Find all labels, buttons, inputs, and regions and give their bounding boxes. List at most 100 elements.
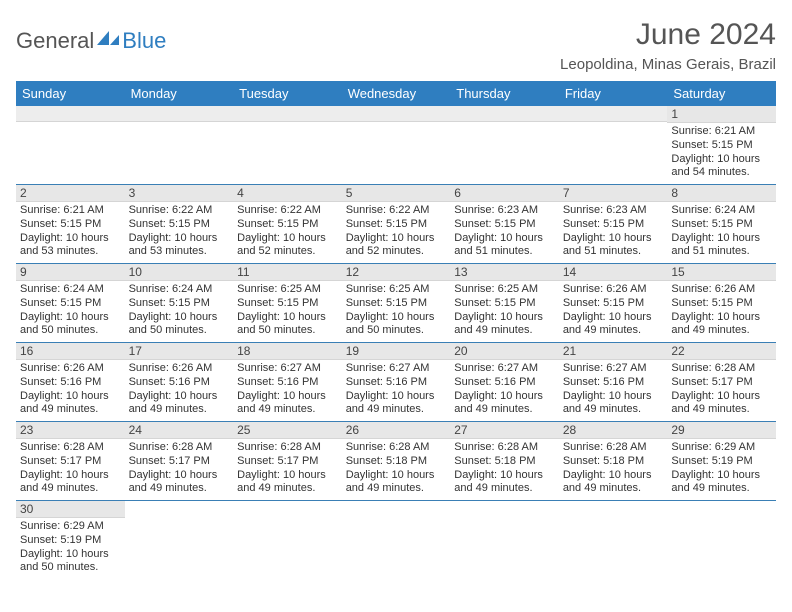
sunset-line: Sunset: 5:16 PM	[20, 376, 121, 390]
day-details: Sunrise: 6:25 AMSunset: 5:15 PMDaylight:…	[342, 281, 451, 342]
day-number: 18	[233, 343, 342, 360]
calendar-cell: 17Sunrise: 6:26 AMSunset: 5:16 PMDayligh…	[125, 343, 234, 422]
calendar-cell: 19Sunrise: 6:27 AMSunset: 5:16 PMDayligh…	[342, 343, 451, 422]
day-details: Sunrise: 6:21 AMSunset: 5:15 PMDaylight:…	[667, 123, 776, 184]
day-details: Sunrise: 6:26 AMSunset: 5:16 PMDaylight:…	[125, 360, 234, 421]
calendar-cell: 25Sunrise: 6:28 AMSunset: 5:17 PMDayligh…	[233, 422, 342, 501]
day-number: 7	[559, 185, 668, 202]
sunrise-line: Sunrise: 6:26 AM	[563, 283, 664, 297]
sunrise-line: Sunrise: 6:27 AM	[346, 362, 447, 376]
day-number: 16	[16, 343, 125, 360]
calendar-cell: 8Sunrise: 6:24 AMSunset: 5:15 PMDaylight…	[667, 185, 776, 264]
day-number: 12	[342, 264, 451, 281]
day-number-empty	[125, 106, 234, 122]
sunset-line: Sunset: 5:16 PM	[454, 376, 555, 390]
sunrise-line: Sunrise: 6:28 AM	[129, 441, 230, 455]
day-number: 29	[667, 422, 776, 439]
day-details: Sunrise: 6:24 AMSunset: 5:15 PMDaylight:…	[125, 281, 234, 342]
daylight-line: Daylight: 10 hours and 52 minutes.	[346, 232, 447, 260]
day-details: Sunrise: 6:28 AMSunset: 5:18 PMDaylight:…	[559, 439, 668, 500]
daylight-line: Daylight: 10 hours and 49 minutes.	[563, 390, 664, 418]
day-number: 3	[125, 185, 234, 202]
sunrise-line: Sunrise: 6:22 AM	[237, 204, 338, 218]
sunset-line: Sunset: 5:17 PM	[20, 455, 121, 469]
day-number: 10	[125, 264, 234, 281]
calendar-cell: 21Sunrise: 6:27 AMSunset: 5:16 PMDayligh…	[559, 343, 668, 422]
daylight-line: Daylight: 10 hours and 49 minutes.	[454, 311, 555, 339]
day-number-empty	[342, 106, 451, 122]
sunset-line: Sunset: 5:19 PM	[671, 455, 772, 469]
daylight-line: Daylight: 10 hours and 49 minutes.	[671, 311, 772, 339]
sunrise-line: Sunrise: 6:23 AM	[563, 204, 664, 218]
daylight-line: Daylight: 10 hours and 49 minutes.	[237, 390, 338, 418]
day-details: Sunrise: 6:28 AMSunset: 5:18 PMDaylight:…	[342, 439, 451, 500]
day-details: Sunrise: 6:23 AMSunset: 5:15 PMDaylight:…	[450, 202, 559, 263]
sunrise-line: Sunrise: 6:28 AM	[671, 362, 772, 376]
daylight-line: Daylight: 10 hours and 49 minutes.	[237, 469, 338, 497]
day-details: Sunrise: 6:28 AMSunset: 5:17 PMDaylight:…	[125, 439, 234, 500]
sunrise-line: Sunrise: 6:28 AM	[454, 441, 555, 455]
logo: General Blue	[16, 28, 166, 54]
sunset-line: Sunset: 5:15 PM	[237, 218, 338, 232]
calendar-cell: 4Sunrise: 6:22 AMSunset: 5:15 PMDaylight…	[233, 185, 342, 264]
sunrise-line: Sunrise: 6:29 AM	[20, 520, 121, 534]
day-header: Monday	[125, 81, 234, 106]
day-details: Sunrise: 6:21 AMSunset: 5:15 PMDaylight:…	[16, 202, 125, 263]
daylight-line: Daylight: 10 hours and 49 minutes.	[563, 469, 664, 497]
daylight-line: Daylight: 10 hours and 50 minutes.	[20, 548, 121, 576]
day-details: Sunrise: 6:26 AMSunset: 5:16 PMDaylight:…	[16, 360, 125, 421]
sunrise-line: Sunrise: 6:25 AM	[346, 283, 447, 297]
day-number: 28	[559, 422, 668, 439]
calendar-week: 9Sunrise: 6:24 AMSunset: 5:15 PMDaylight…	[16, 264, 776, 343]
calendar-week: 23Sunrise: 6:28 AMSunset: 5:17 PMDayligh…	[16, 422, 776, 501]
sunset-line: Sunset: 5:15 PM	[346, 218, 447, 232]
sunrise-line: Sunrise: 6:28 AM	[563, 441, 664, 455]
calendar-cell	[342, 106, 451, 185]
daylight-line: Daylight: 10 hours and 49 minutes.	[20, 469, 121, 497]
calendar-cell: 13Sunrise: 6:25 AMSunset: 5:15 PMDayligh…	[450, 264, 559, 343]
calendar-cell	[233, 501, 342, 580]
day-details: Sunrise: 6:27 AMSunset: 5:16 PMDaylight:…	[342, 360, 451, 421]
daylight-line: Daylight: 10 hours and 49 minutes.	[671, 469, 772, 497]
day-details: Sunrise: 6:27 AMSunset: 5:16 PMDaylight:…	[559, 360, 668, 421]
daylight-line: Daylight: 10 hours and 50 minutes.	[129, 311, 230, 339]
sunrise-line: Sunrise: 6:26 AM	[671, 283, 772, 297]
calendar-table: SundayMondayTuesdayWednesdayThursdayFrid…	[16, 81, 776, 579]
daylight-line: Daylight: 10 hours and 49 minutes.	[454, 390, 555, 418]
day-number: 14	[559, 264, 668, 281]
calendar-cell	[233, 106, 342, 185]
daylight-line: Daylight: 10 hours and 51 minutes.	[454, 232, 555, 260]
page-title: June 2024	[560, 18, 776, 52]
day-number: 8	[667, 185, 776, 202]
day-details: Sunrise: 6:26 AMSunset: 5:15 PMDaylight:…	[559, 281, 668, 342]
day-number: 11	[233, 264, 342, 281]
daylight-line: Daylight: 10 hours and 49 minutes.	[671, 390, 772, 418]
day-number: 19	[342, 343, 451, 360]
day-number: 27	[450, 422, 559, 439]
calendar-cell: 30 Sunrise: 6:29 AMSunset: 5:19 PMDayligh…	[16, 501, 125, 580]
sunrise-line: Sunrise: 6:28 AM	[346, 441, 447, 455]
day-number: 24	[125, 422, 234, 439]
title-block: June 2024 Leopoldina, Minas Gerais, Braz…	[560, 18, 776, 73]
sunset-line: Sunset: 5:17 PM	[671, 376, 772, 390]
sunset-line: Sunset: 5:19 PM	[20, 534, 121, 548]
daylight-line: Daylight: 10 hours and 49 minutes.	[129, 390, 230, 418]
calendar-cell	[559, 106, 668, 185]
calendar-cell: 20Sunrise: 6:27 AMSunset: 5:16 PMDayligh…	[450, 343, 559, 422]
calendar-cell: 7Sunrise: 6:23 AMSunset: 5:15 PMDaylight…	[559, 185, 668, 264]
day-header: Tuesday	[233, 81, 342, 106]
calendar-cell: 15Sunrise: 6:26 AMSunset: 5:15 PMDayligh…	[667, 264, 776, 343]
calendar-cell: 23Sunrise: 6:28 AMSunset: 5:17 PMDayligh…	[16, 422, 125, 501]
calendar-cell	[559, 501, 668, 580]
daylight-line: Daylight: 10 hours and 49 minutes.	[454, 469, 555, 497]
sunset-line: Sunset: 5:15 PM	[237, 297, 338, 311]
daylight-line: Daylight: 10 hours and 49 minutes.	[20, 390, 121, 418]
day-number: 30	[16, 501, 125, 518]
sunset-line: Sunset: 5:17 PM	[129, 455, 230, 469]
day-header: Thursday	[450, 81, 559, 106]
calendar-cell: 16Sunrise: 6:26 AMSunset: 5:16 PMDayligh…	[16, 343, 125, 422]
calendar-cell: 3Sunrise: 6:22 AMSunset: 5:15 PMDaylight…	[125, 185, 234, 264]
location-subtitle: Leopoldina, Minas Gerais, Brazil	[560, 56, 776, 73]
daylight-line: Daylight: 10 hours and 54 minutes.	[671, 153, 772, 181]
calendar-cell	[667, 501, 776, 580]
